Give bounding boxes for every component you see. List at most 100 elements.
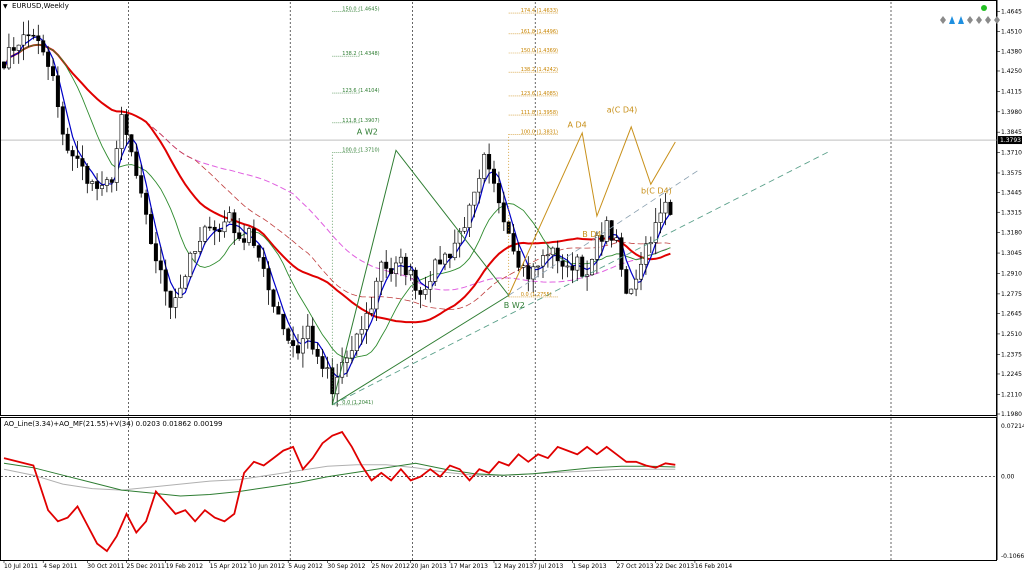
candle[interactable] (589, 258, 594, 276)
candle[interactable] (545, 244, 550, 268)
candle[interactable] (134, 143, 139, 179)
candle[interactable] (369, 297, 374, 317)
grey-diamond-icon[interactable] (976, 16, 982, 24)
candle[interactable] (183, 274, 188, 290)
candle[interactable] (472, 191, 477, 218)
candle[interactable] (374, 277, 379, 322)
candle[interactable] (467, 203, 472, 238)
candle[interactable] (310, 317, 315, 355)
candle[interactable] (36, 24, 41, 55)
candle[interactable] (462, 216, 467, 234)
candle[interactable] (624, 266, 629, 295)
candle[interactable] (261, 247, 266, 277)
candle[interactable] (629, 288, 634, 295)
candle[interactable] (300, 325, 305, 368)
candle[interactable] (271, 288, 276, 313)
candle[interactable] (496, 171, 501, 214)
candle[interactable] (609, 220, 614, 248)
candle[interactable] (90, 179, 95, 192)
candle[interactable] (447, 253, 452, 269)
candle[interactable] (565, 254, 570, 278)
candle[interactable] (305, 314, 310, 349)
candle[interactable] (173, 288, 178, 319)
candle[interactable] (477, 169, 482, 204)
candle[interactable] (536, 265, 541, 278)
candle[interactable] (70, 145, 75, 171)
candle[interactable] (604, 216, 609, 245)
candle[interactable] (442, 252, 447, 271)
candle[interactable] (359, 316, 364, 345)
candle[interactable] (55, 66, 60, 118)
candle[interactable] (643, 236, 648, 275)
candle[interactable] (295, 334, 300, 360)
grey-diamond-icon[interactable] (940, 16, 946, 24)
candle[interactable] (452, 229, 457, 261)
grey-diamond-icon[interactable] (967, 16, 973, 24)
candle[interactable] (531, 263, 536, 293)
candle[interactable] (638, 252, 643, 291)
candle[interactable] (41, 34, 46, 56)
candle[interactable] (100, 171, 105, 196)
candle[interactable] (403, 253, 408, 286)
candle[interactable] (658, 198, 663, 234)
grey-diamond-icon[interactable] (994, 16, 1000, 24)
candle[interactable] (413, 267, 418, 300)
candle[interactable] (516, 242, 521, 272)
candle[interactable] (65, 127, 70, 154)
candle[interactable] (217, 223, 222, 242)
candle[interactable] (124, 108, 129, 146)
candle[interactable] (291, 326, 296, 358)
candle[interactable] (491, 160, 496, 193)
candle[interactable] (619, 232, 624, 277)
candle[interactable] (575, 254, 580, 282)
candle[interactable] (487, 143, 492, 184)
candle[interactable] (580, 254, 585, 279)
candle[interactable] (109, 177, 114, 193)
candle[interactable] (21, 21, 26, 61)
candle[interactable] (139, 164, 144, 198)
candle[interactable] (398, 248, 403, 277)
candle[interactable] (663, 193, 668, 226)
candle[interactable] (104, 176, 109, 193)
candle[interactable] (354, 332, 359, 356)
candle[interactable] (438, 246, 443, 265)
candle[interactable] (46, 45, 51, 80)
candle[interactable] (281, 313, 286, 336)
candle[interactable] (80, 145, 85, 181)
candle[interactable] (16, 44, 21, 64)
candle[interactable] (668, 199, 673, 216)
blue-up-arrow-icon[interactable] (949, 16, 955, 24)
candle[interactable] (540, 249, 545, 279)
candle[interactable] (163, 259, 168, 306)
candle[interactable] (60, 101, 65, 146)
candle[interactable] (501, 191, 506, 231)
candle[interactable] (482, 152, 487, 184)
candle[interactable] (31, 28, 36, 40)
candle[interactable] (349, 335, 354, 364)
candle[interactable] (408, 263, 413, 281)
candle[interactable] (599, 222, 604, 256)
candle[interactable] (511, 224, 516, 255)
candle[interactable] (315, 343, 320, 364)
candle[interactable] (393, 256, 398, 287)
candle[interactable] (212, 220, 217, 246)
grey-diamond-icon[interactable] (985, 16, 991, 24)
candle[interactable] (247, 226, 252, 246)
candle[interactable] (364, 302, 369, 344)
candle[interactable] (653, 207, 658, 255)
candle[interactable] (325, 356, 330, 379)
candle[interactable] (75, 140, 80, 169)
candle[interactable] (423, 276, 428, 300)
candle[interactable] (193, 251, 198, 263)
candle[interactable] (227, 206, 232, 223)
candle[interactable] (222, 210, 227, 238)
candle[interactable] (251, 219, 256, 249)
candle[interactable] (153, 231, 158, 274)
candle[interactable] (188, 251, 193, 278)
candle[interactable] (384, 250, 389, 279)
candle[interactable] (242, 224, 247, 251)
candle[interactable] (50, 58, 55, 82)
candle[interactable] (256, 244, 261, 262)
